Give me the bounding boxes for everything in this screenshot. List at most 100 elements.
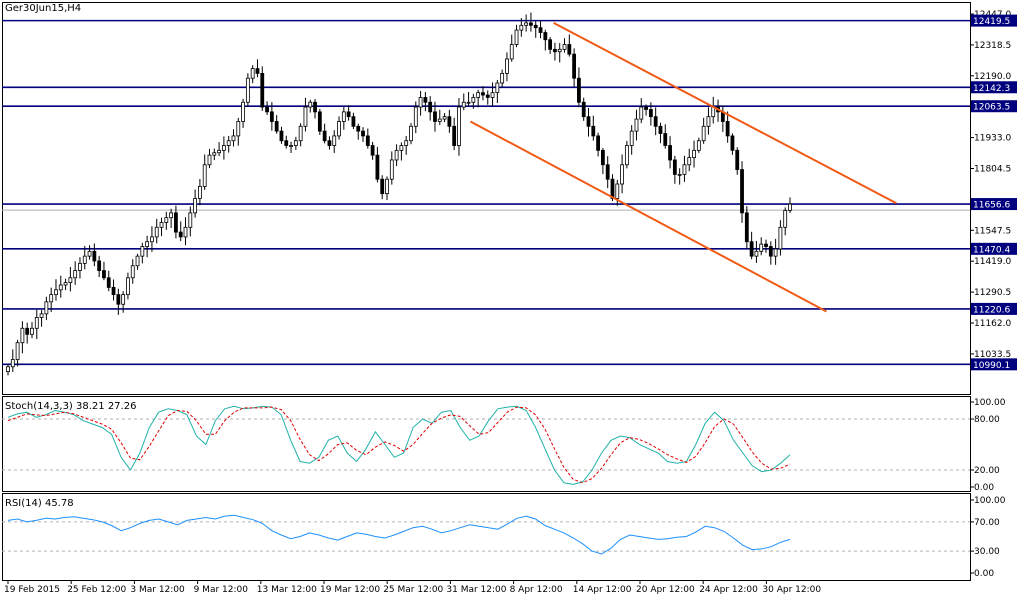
rsi-tick-label: 30.00 [974,547,1000,557]
candle-body [97,260,102,271]
candle-body [193,198,198,214]
candle-body [341,111,346,122]
candle-body [466,101,471,104]
candle-body [783,210,788,228]
candle-body [500,72,505,84]
candle-body [10,359,15,368]
rsi-tick-label: 0.00 [974,569,994,579]
rsi-main-line [7,514,791,555]
stoch-label: Stoch(14,3,3) 38.21 27.26 [5,401,137,412]
candle-body [102,270,106,279]
candle-body [471,97,476,103]
candle-body [87,250,92,257]
candle-body [303,106,308,127]
candle-body [73,270,78,279]
candle-body [313,101,317,113]
candle-body [648,109,653,118]
candle-body [481,92,485,96]
candle-body [548,39,553,50]
candle-body [572,53,577,79]
candle-body [428,101,433,113]
candle-body [696,140,701,151]
candle-body [610,178,615,199]
price-tick-label: 11547.5 [974,226,1011,236]
candle-body [538,27,543,33]
candle-body [644,106,648,110]
candle-body [221,145,226,151]
candle-body [639,106,644,120]
candle-body [557,48,562,53]
candle-body [351,116,356,127]
candle-body [20,327,25,344]
time-tick-label: 25 Mar 12:00 [383,585,443,595]
candle-body [514,29,519,45]
stoch-tick-label: 0.00 [974,483,994,493]
candle-series [6,12,792,376]
candle-body [586,116,591,127]
candle-body [375,154,380,180]
candle-body [744,212,749,243]
candle-body [365,135,370,146]
candle-body [231,135,236,142]
level-price-label: 12142.3 [973,84,1010,94]
candle-body [620,164,624,185]
rsi-panel [2,493,971,581]
candle-body [49,294,54,303]
candle-body [596,135,600,151]
time-tick-label: 9 Mar 12:00 [194,585,249,595]
candle-body [418,97,423,108]
candle-body [490,92,495,98]
level-price-label: 11220.6 [973,305,1010,315]
candle-body [687,157,692,166]
candle-body [159,222,164,228]
candle-body [82,255,87,264]
candle-body [121,294,126,305]
candle-body [485,94,490,98]
candle-body [658,125,663,134]
rsi-tick-label: 100.00 [974,496,1006,506]
candle-body [169,212,174,219]
candle-body [332,135,337,146]
level-price-tag [971,198,1017,211]
candle-body [409,125,413,142]
candle-body [759,243,764,252]
candle-body [433,111,437,122]
level-price-tag [971,100,1017,113]
level-price-tag [971,81,1017,94]
candle-body [54,289,58,296]
stoch-panel [2,396,971,492]
candle-body [404,140,409,146]
candle-body [706,116,711,127]
time-tick-label: 20 Apr 12:00 [636,585,695,595]
candle-body [389,159,394,180]
candle-body [126,277,130,296]
time-tick-label: 13 Mar 12:00 [257,585,317,595]
candle-body [260,72,265,108]
channel-upper-line [553,22,897,205]
time-tick-label: 3 Mar 12:00 [130,585,185,595]
price-tick-label: 11933.0 [974,134,1011,144]
candle-body [250,68,255,79]
time-tick-label: 31 Mar 12:00 [446,585,506,595]
candle-body [269,111,274,122]
time-tick-label: 30 Apr 12:00 [762,585,821,595]
candle-body [346,111,351,118]
rsi-tick-label: 70.00 [974,518,1000,528]
candle-body [663,133,668,146]
candle-body [174,212,178,233]
price-tick-label: 12190.0 [974,72,1011,82]
candle-body [553,48,557,53]
candle-body [92,250,97,262]
level-price-label: 11470.4 [973,245,1010,255]
candle-body [562,44,567,50]
candle-body [58,284,63,291]
candle-body [581,101,586,118]
candle-body [778,226,783,250]
candle-body [150,236,154,243]
candle-body [198,186,202,199]
candle-body [682,164,687,175]
candle-body [730,135,735,151]
level-price-label: 11656.6 [973,201,1010,211]
